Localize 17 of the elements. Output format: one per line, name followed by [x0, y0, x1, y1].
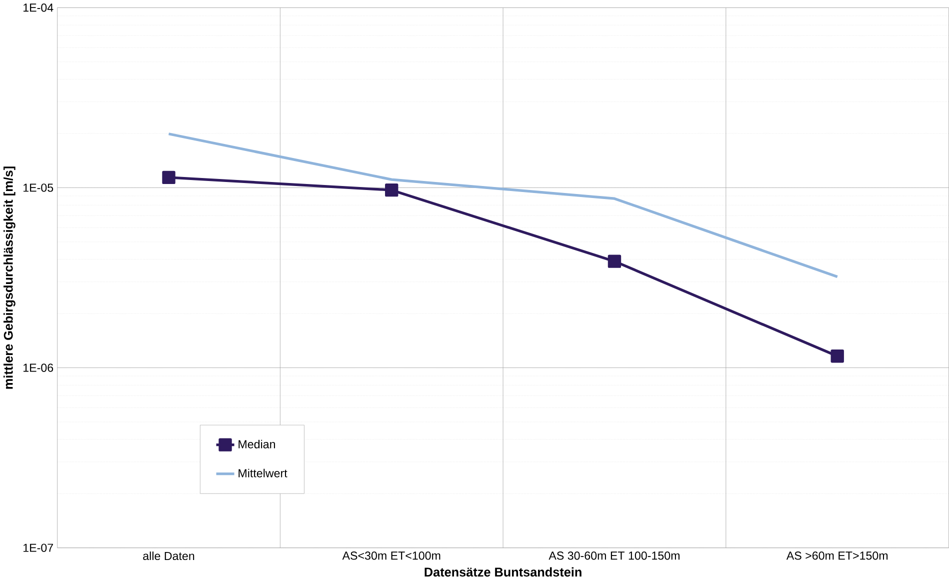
y-tick-label: 1E-05: [23, 184, 54, 192]
y-axis-title: mittlere Gebirgsdurchlässigkeit [m/s]: [4, 166, 16, 389]
y-tick-label: 1E-04: [23, 3, 54, 12]
point: [830, 350, 844, 363]
x-axis-title: Datensätze Buntsandstein: [424, 567, 582, 577]
y-tick-label: 1E-07: [23, 544, 53, 552]
y-tick-label: 1E-06: [23, 364, 54, 372]
point: [385, 183, 398, 197]
point: [608, 254, 622, 268]
legend-label: Median: [238, 440, 275, 448]
point: [162, 170, 176, 184]
x-tick-label: alle Daten: [143, 551, 194, 560]
x-tick-label: AS<30m ET<100m: [342, 551, 440, 560]
x-tick-label: AS >60m ET>150m: [786, 551, 888, 560]
x-tick-label: AS 30-60m ET 100-150m: [548, 551, 680, 560]
line-series: [167, 132, 839, 278]
legend-label: Mittelwert: [238, 468, 288, 478]
